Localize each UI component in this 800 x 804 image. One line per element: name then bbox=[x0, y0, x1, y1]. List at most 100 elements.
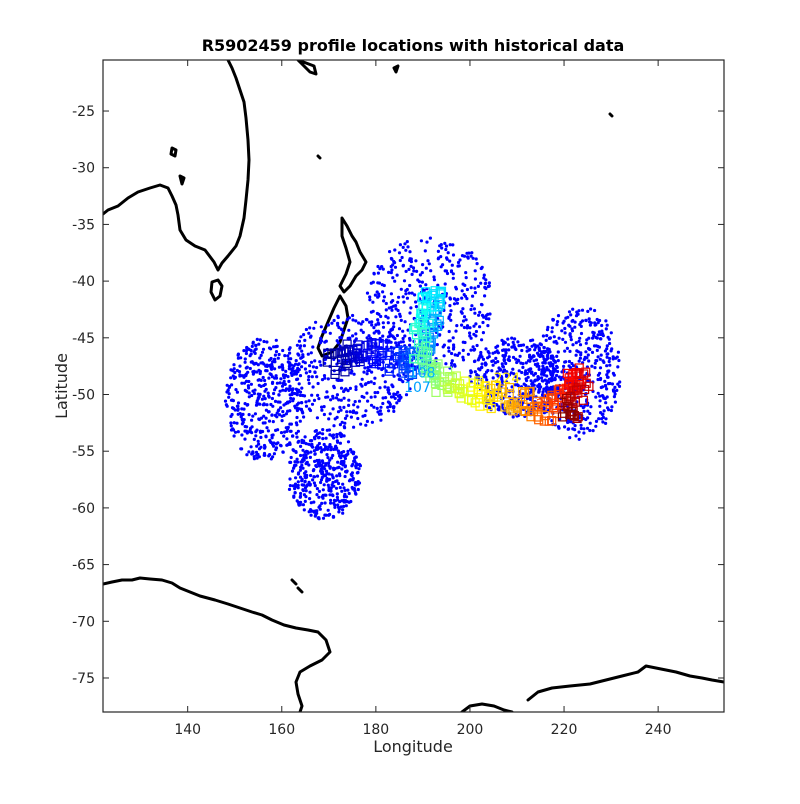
historical-point bbox=[326, 447, 330, 451]
historical-point bbox=[392, 325, 396, 329]
historical-point bbox=[507, 355, 511, 359]
historical-point bbox=[376, 410, 380, 414]
historical-point bbox=[336, 410, 341, 414]
historical-point bbox=[302, 456, 306, 460]
historical-point bbox=[392, 406, 396, 410]
historical-point bbox=[242, 349, 246, 353]
historical-point bbox=[308, 455, 312, 459]
historical-point bbox=[308, 326, 312, 330]
historical-point bbox=[378, 386, 382, 390]
historical-point bbox=[335, 393, 339, 397]
historical-point bbox=[388, 404, 392, 409]
historical-point bbox=[328, 331, 332, 335]
historical-point bbox=[250, 418, 254, 422]
historical-point bbox=[274, 428, 278, 432]
historical-point bbox=[534, 358, 539, 362]
historical-point bbox=[244, 429, 249, 433]
historical-point bbox=[444, 362, 448, 366]
historical-point bbox=[401, 340, 405, 344]
historical-point bbox=[286, 360, 290, 364]
historical-point bbox=[323, 361, 327, 365]
historical-point bbox=[563, 340, 568, 344]
historical-point bbox=[556, 350, 560, 354]
historical-point bbox=[350, 369, 354, 373]
historical-point bbox=[346, 449, 350, 453]
historical-point bbox=[294, 359, 298, 363]
historical-point bbox=[298, 393, 302, 397]
historical-point bbox=[397, 399, 401, 403]
historical-point bbox=[403, 334, 407, 338]
historical-point bbox=[616, 365, 620, 369]
historical-point bbox=[484, 286, 488, 291]
historical-point bbox=[497, 408, 501, 412]
historical-point bbox=[304, 489, 308, 493]
historical-point bbox=[607, 337, 611, 341]
historical-point bbox=[259, 384, 263, 388]
historical-point bbox=[267, 419, 272, 423]
historical-point bbox=[309, 501, 313, 505]
historical-point bbox=[268, 453, 272, 457]
historical-point bbox=[326, 508, 330, 512]
historical-point bbox=[274, 446, 279, 450]
historical-point bbox=[585, 338, 589, 342]
historical-point bbox=[469, 336, 473, 340]
historical-point bbox=[394, 341, 398, 345]
historical-point bbox=[441, 263, 445, 267]
historical-point bbox=[484, 363, 488, 367]
historical-point bbox=[240, 374, 244, 378]
historical-point bbox=[354, 387, 358, 392]
historical-point bbox=[409, 264, 413, 268]
historical-point bbox=[563, 326, 567, 331]
historical-point bbox=[265, 340, 269, 344]
historical-point bbox=[371, 309, 375, 313]
y-tick-label: -25 bbox=[72, 104, 95, 120]
historical-point bbox=[317, 441, 321, 446]
historical-point bbox=[477, 313, 481, 317]
profile-marker bbox=[573, 382, 583, 392]
historical-point bbox=[364, 409, 368, 413]
historical-point bbox=[523, 371, 527, 375]
historical-point bbox=[304, 453, 308, 457]
historical-point bbox=[254, 450, 259, 454]
historical-point bbox=[472, 359, 477, 364]
historical-point bbox=[377, 330, 381, 335]
historical-point bbox=[547, 380, 551, 384]
historical-point bbox=[304, 495, 308, 499]
historical-point bbox=[510, 385, 514, 389]
historical-point bbox=[462, 325, 466, 330]
historical-point bbox=[309, 450, 313, 454]
historical-point bbox=[549, 377, 553, 381]
historical-point bbox=[236, 430, 240, 434]
historical-point bbox=[587, 317, 591, 321]
profile-marker bbox=[574, 369, 584, 379]
historical-point bbox=[249, 445, 253, 449]
profile-marker bbox=[424, 318, 434, 328]
historical-point bbox=[322, 483, 326, 487]
historical-point bbox=[605, 395, 609, 399]
profile-marker bbox=[480, 381, 490, 391]
historical-point bbox=[566, 427, 570, 431]
historical-point bbox=[421, 263, 425, 267]
historical-point bbox=[297, 503, 301, 507]
historical-point bbox=[397, 341, 401, 345]
historical-point bbox=[359, 322, 363, 326]
historical-point bbox=[295, 415, 299, 420]
historical-point bbox=[440, 246, 444, 250]
historical-point bbox=[598, 366, 603, 370]
historical-point bbox=[593, 366, 597, 370]
historical-point bbox=[596, 377, 600, 382]
x-axis: 140 160 180 200 220 240 bbox=[174, 60, 672, 738]
historical-point bbox=[276, 400, 280, 404]
historical-point bbox=[236, 408, 240, 412]
historical-point bbox=[230, 398, 234, 402]
historical-point bbox=[447, 346, 451, 350]
historical-point bbox=[256, 439, 260, 443]
historical-point bbox=[451, 243, 455, 247]
historical-point bbox=[389, 264, 393, 269]
historical-point bbox=[513, 379, 518, 383]
historical-point bbox=[520, 370, 524, 375]
historical-point bbox=[389, 271, 393, 275]
profile-marker bbox=[418, 303, 428, 313]
historical-point bbox=[339, 505, 343, 509]
historical-point bbox=[349, 499, 353, 504]
